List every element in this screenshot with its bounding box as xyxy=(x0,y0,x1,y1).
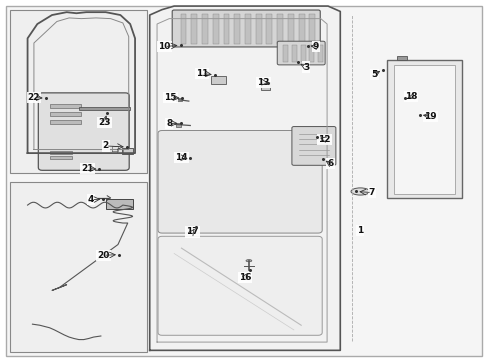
FancyBboxPatch shape xyxy=(158,236,322,335)
FancyBboxPatch shape xyxy=(10,182,147,352)
Text: 21: 21 xyxy=(81,164,94,173)
Bar xyxy=(299,14,305,44)
FancyBboxPatch shape xyxy=(5,6,482,356)
Text: 4: 4 xyxy=(88,195,94,204)
Text: 10: 10 xyxy=(158,42,171,51)
Bar xyxy=(234,14,240,44)
FancyBboxPatch shape xyxy=(292,127,336,165)
Bar xyxy=(267,14,272,44)
FancyBboxPatch shape xyxy=(38,93,129,170)
Bar xyxy=(122,148,133,154)
Text: 22: 22 xyxy=(27,93,40,102)
Text: 18: 18 xyxy=(405,92,417,101)
Bar xyxy=(49,104,81,108)
Bar xyxy=(301,45,306,62)
Text: 14: 14 xyxy=(175,153,188,162)
Bar xyxy=(245,14,251,44)
Bar xyxy=(318,45,323,62)
Text: 17: 17 xyxy=(186,228,198,237)
Bar xyxy=(180,14,186,44)
Bar xyxy=(256,14,262,44)
Bar xyxy=(49,150,72,154)
Bar xyxy=(288,14,294,44)
Bar xyxy=(213,14,219,44)
Text: 11: 11 xyxy=(196,69,208,78)
Text: 2: 2 xyxy=(102,141,109,150)
Text: 12: 12 xyxy=(318,135,331,144)
FancyBboxPatch shape xyxy=(393,64,455,194)
Bar xyxy=(191,14,197,44)
Text: 19: 19 xyxy=(424,112,437,121)
Bar xyxy=(49,156,72,159)
Bar xyxy=(175,98,182,101)
Bar xyxy=(277,14,283,44)
Text: 3: 3 xyxy=(303,63,309,72)
Text: 1: 1 xyxy=(357,226,363,235)
Bar xyxy=(106,199,133,210)
Bar xyxy=(223,14,229,44)
Ellipse shape xyxy=(246,260,252,262)
Bar xyxy=(79,107,130,110)
Bar xyxy=(49,120,81,125)
Bar xyxy=(310,45,315,62)
FancyBboxPatch shape xyxy=(158,131,322,233)
Ellipse shape xyxy=(351,188,369,195)
Text: 9: 9 xyxy=(313,42,319,51)
FancyBboxPatch shape xyxy=(172,10,320,47)
Bar xyxy=(292,45,297,62)
Text: 6: 6 xyxy=(327,159,334,168)
Bar xyxy=(175,123,181,127)
Text: 23: 23 xyxy=(98,118,111,127)
Text: 13: 13 xyxy=(257,78,270,87)
Text: 5: 5 xyxy=(371,70,378,79)
Text: 20: 20 xyxy=(97,251,109,260)
Bar xyxy=(261,82,270,90)
Bar xyxy=(202,14,208,44)
FancyBboxPatch shape xyxy=(277,41,325,65)
Bar xyxy=(310,14,316,44)
Text: 8: 8 xyxy=(166,119,172,128)
Bar xyxy=(397,56,407,59)
Text: 16: 16 xyxy=(239,273,251,282)
Bar xyxy=(49,112,81,116)
FancyBboxPatch shape xyxy=(387,60,463,198)
Bar xyxy=(211,76,226,84)
Polygon shape xyxy=(150,6,340,350)
FancyBboxPatch shape xyxy=(10,10,147,173)
Text: 7: 7 xyxy=(369,188,375,197)
Bar xyxy=(283,45,288,62)
Text: 15: 15 xyxy=(165,93,177,102)
